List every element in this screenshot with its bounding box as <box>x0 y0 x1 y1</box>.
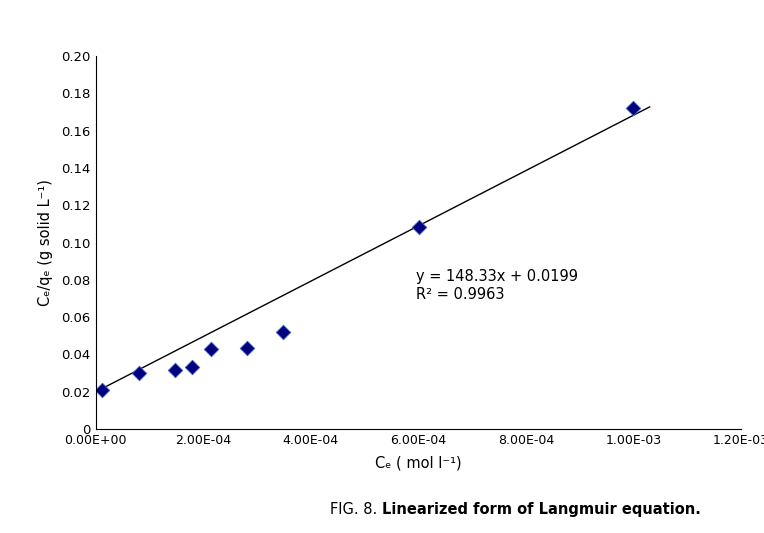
Point <box>413 222 425 231</box>
Point <box>277 328 289 336</box>
Text: y = 148.33x + 0.0199
R² = 0.9963: y = 148.33x + 0.0199 R² = 0.9963 <box>416 269 578 302</box>
Point <box>241 344 253 352</box>
Text: Linearized form of Langmuir equation.: Linearized form of Langmuir equation. <box>382 502 701 516</box>
Y-axis label: Cₑ/qₑ (g solid L⁻¹): Cₑ/qₑ (g solid L⁻¹) <box>37 179 53 306</box>
Point <box>205 345 217 353</box>
Point <box>169 366 181 375</box>
Point <box>186 362 199 371</box>
Point <box>627 104 639 112</box>
Point <box>96 386 108 394</box>
X-axis label: Cₑ ( mol l⁻¹): Cₑ ( mol l⁻¹) <box>375 455 461 470</box>
Text: FIG. 8.: FIG. 8. <box>330 502 382 516</box>
Point <box>132 369 144 377</box>
